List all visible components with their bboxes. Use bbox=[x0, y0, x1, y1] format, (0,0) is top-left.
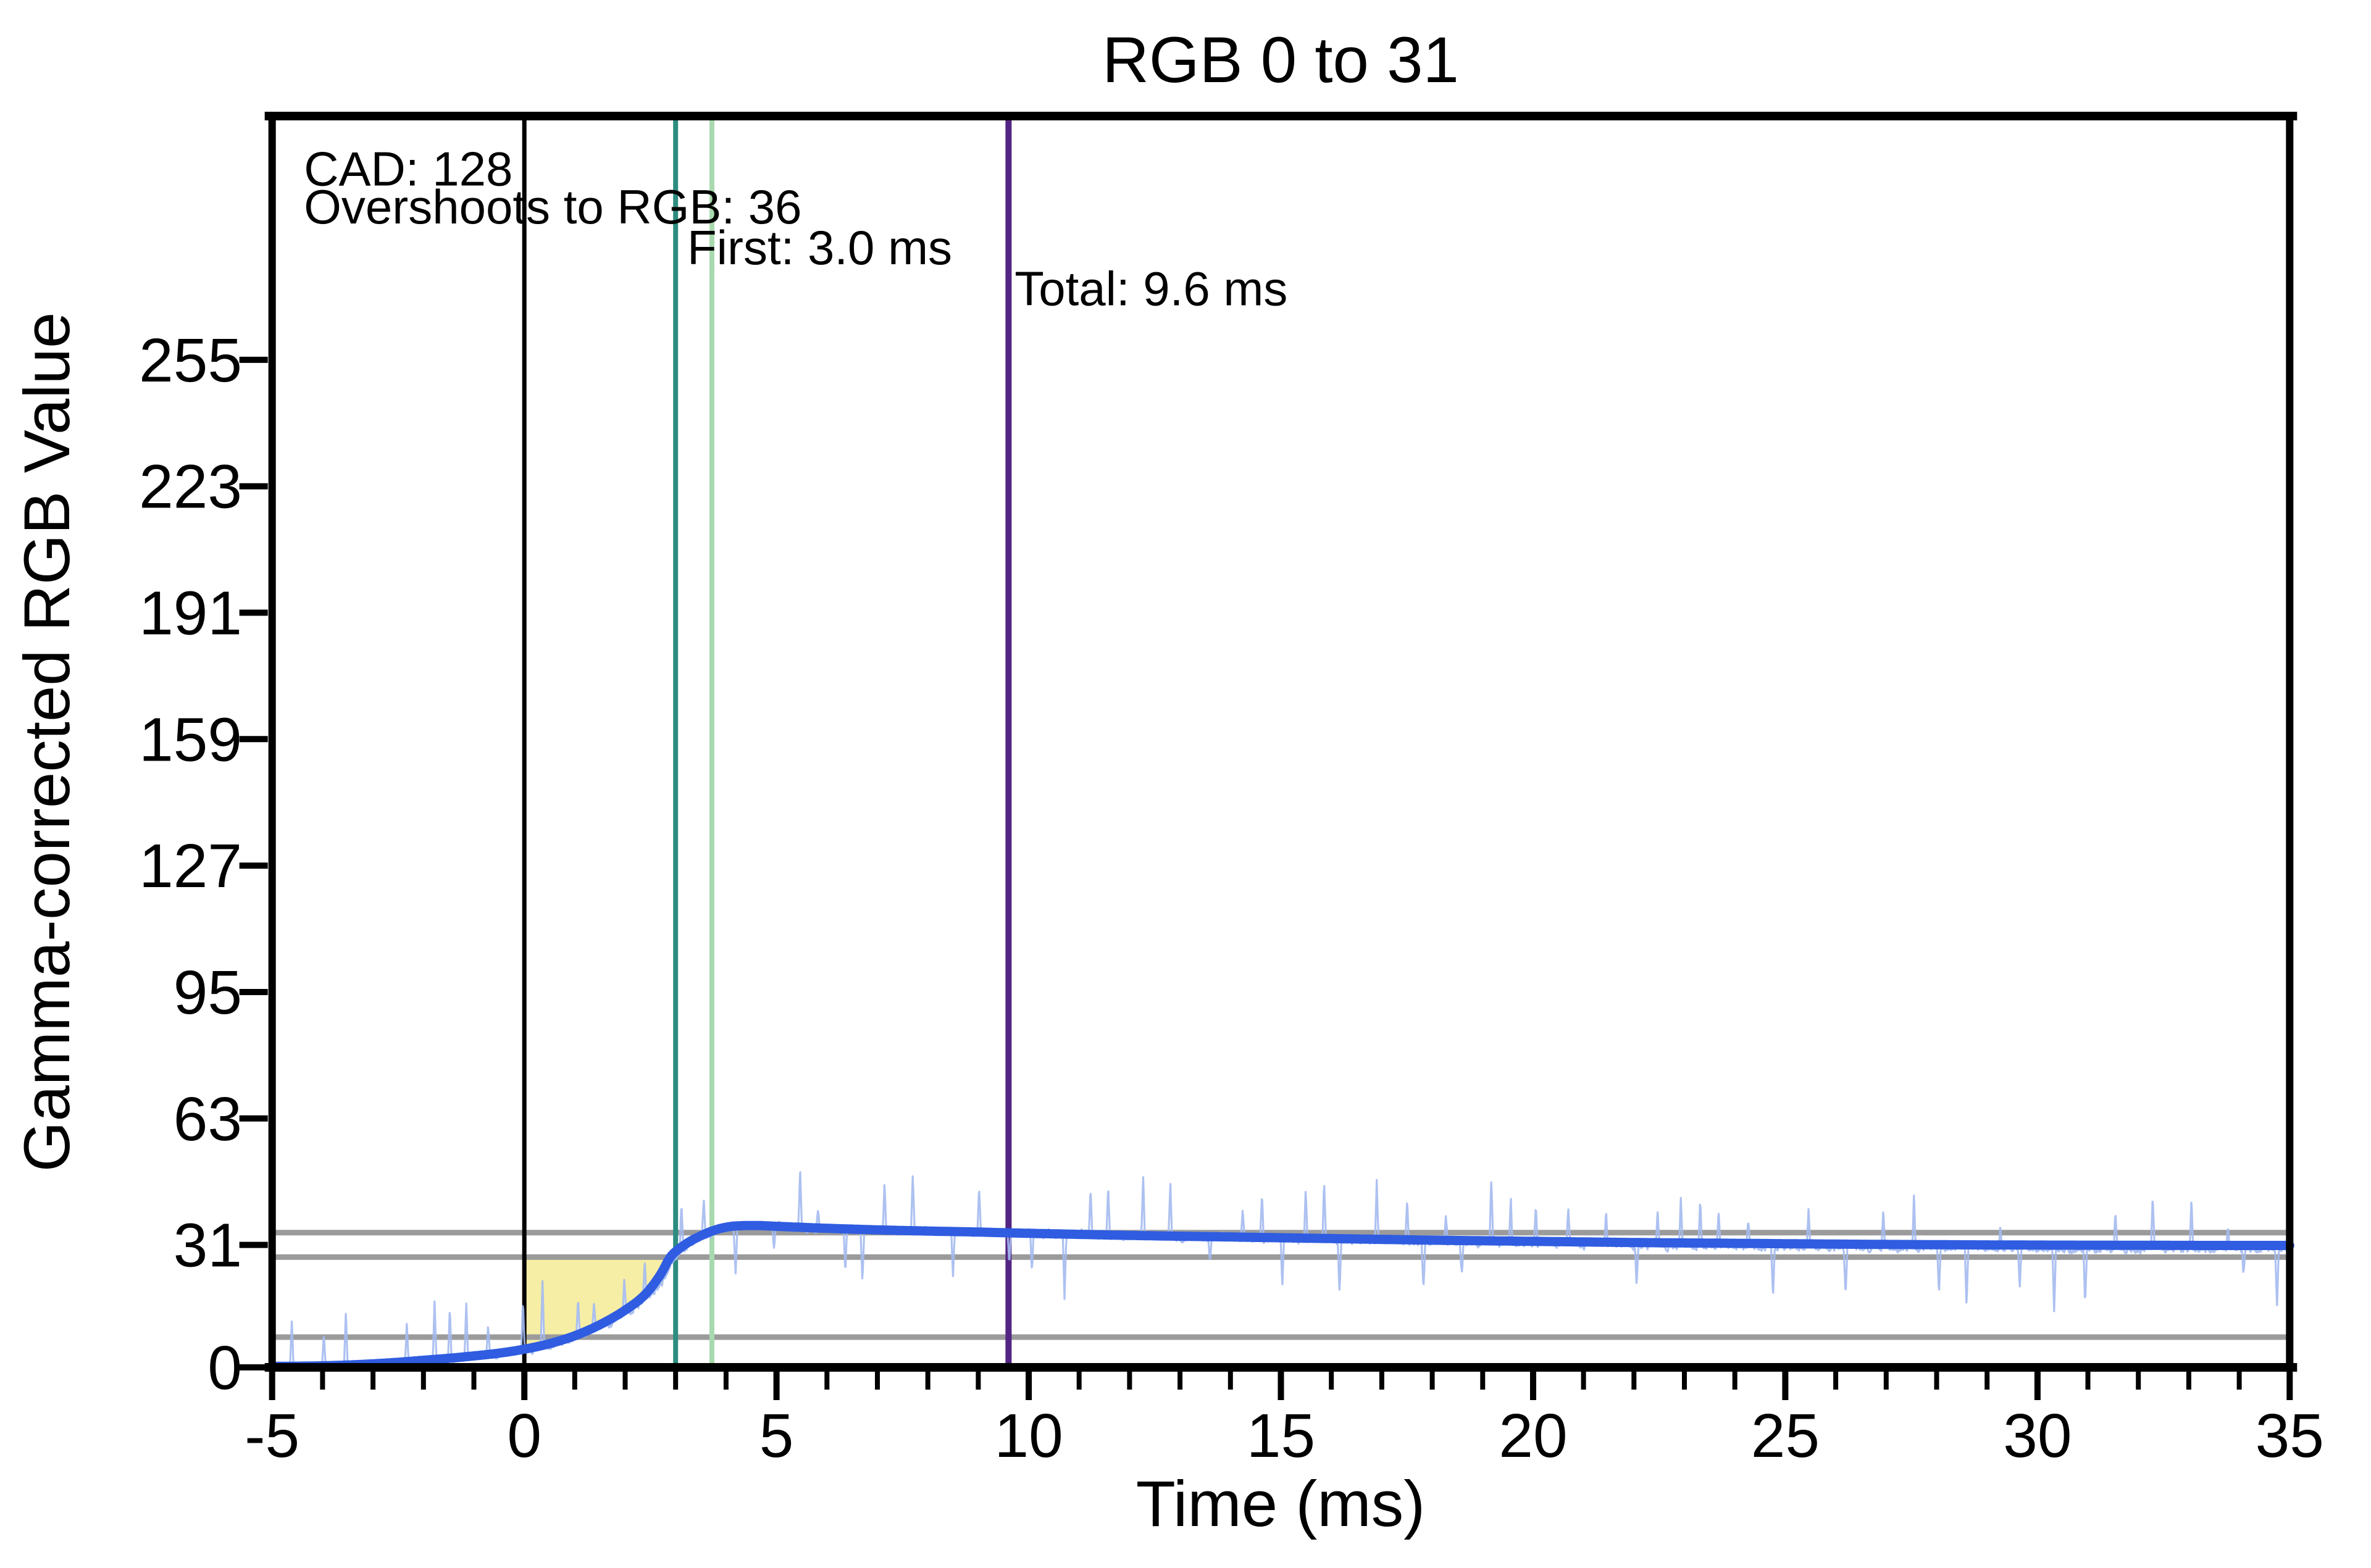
annotation-first-response: First: 3.0 ms bbox=[687, 220, 952, 275]
y-tick-label-95: 95 bbox=[174, 958, 242, 1027]
smoothed-luminance-response bbox=[267, 1220, 2294, 1371]
y-tick-label-159: 159 bbox=[139, 705, 242, 774]
y-tick-label-63: 63 bbox=[174, 1085, 242, 1154]
x-tick-label-15: 15 bbox=[1247, 1401, 1315, 1470]
y-tick-label-191: 191 bbox=[139, 579, 242, 648]
x-tick-label--5: -5 bbox=[245, 1401, 299, 1470]
annotation-overshoot: Overshoots to RGB: 36 bbox=[304, 180, 801, 234]
y-tick-label-0: 0 bbox=[207, 1333, 242, 1403]
shaded-region-layer bbox=[524, 1257, 671, 1354]
x-tick-label-0: 0 bbox=[507, 1401, 542, 1470]
x-tick-label-35: 35 bbox=[2256, 1401, 2324, 1470]
response-time-integral bbox=[524, 1257, 671, 1354]
y-tick-label-255: 255 bbox=[139, 326, 242, 395]
annotation-cad: CAD: 128 bbox=[304, 142, 512, 196]
y-tick-label-127: 127 bbox=[139, 832, 242, 901]
axes-layer bbox=[239, 112, 2298, 1400]
x-tick-label-5: 5 bbox=[759, 1401, 794, 1470]
x-axis-title: Time (ms) bbox=[1136, 1468, 1426, 1540]
marker-lines-layer bbox=[522, 116, 1012, 1367]
y-axis-title: Gamma-corrected RGB Value bbox=[11, 312, 83, 1172]
annotation-total-response: Total: 9.6 ms bbox=[1014, 262, 1287, 316]
chart-title: RGB 0 to 31 bbox=[1102, 24, 1459, 96]
y-tick-label-223: 223 bbox=[139, 452, 242, 522]
x-tick-label-25: 25 bbox=[1751, 1401, 1820, 1470]
x-tick-label-30: 30 bbox=[2003, 1401, 2072, 1470]
x-tick-label-20: 20 bbox=[1499, 1401, 1567, 1470]
smooth-curve-layer bbox=[267, 1220, 2294, 1371]
x-tick-label-10: 10 bbox=[994, 1401, 1063, 1470]
y-tick-label-31: 31 bbox=[174, 1211, 242, 1280]
